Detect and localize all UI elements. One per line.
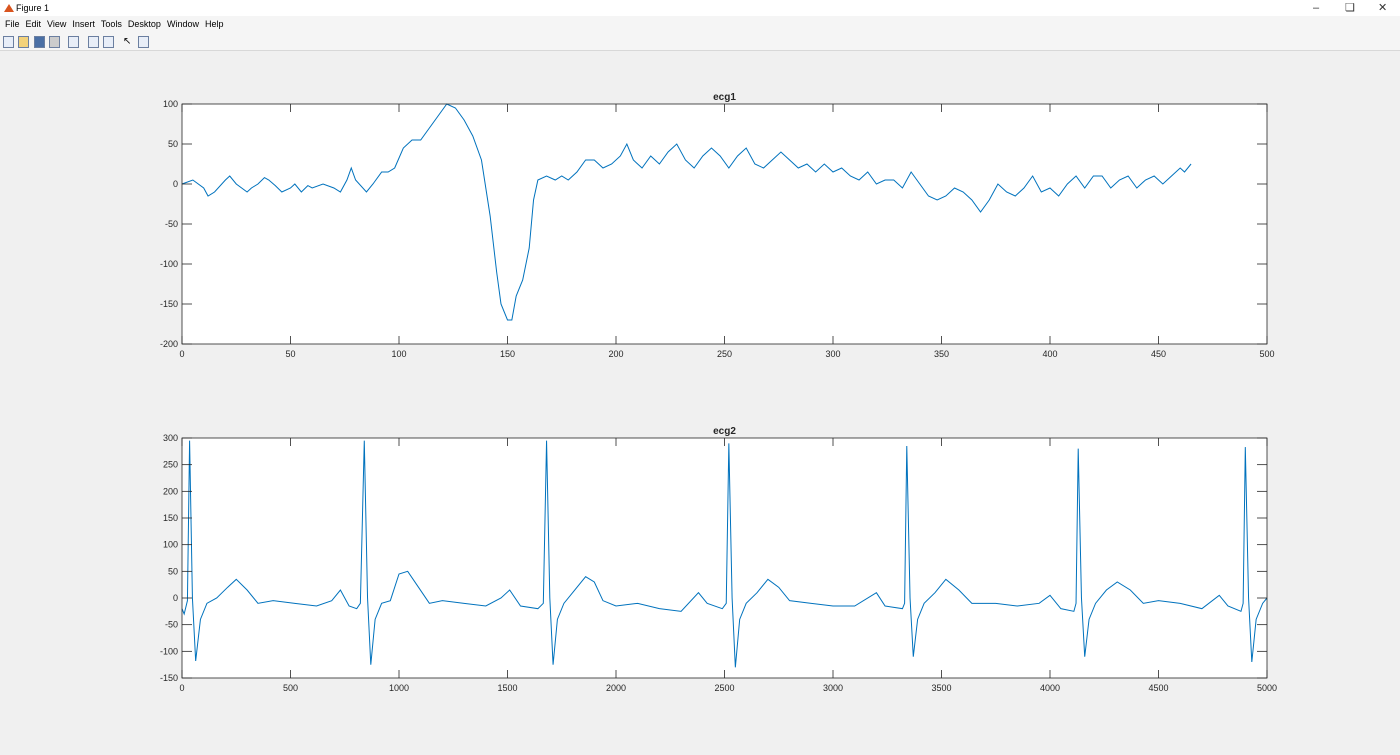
x-tick-label: 0 <box>179 349 184 359</box>
x-tick-label: 0 <box>179 683 184 693</box>
x-tick-label: 2500 <box>714 683 734 693</box>
close-button[interactable]: ✕ <box>1378 2 1388 14</box>
x-tick-label: 4000 <box>1040 683 1060 693</box>
x-tick-label: 2000 <box>606 683 626 693</box>
x-tick-label: 350 <box>934 349 949 359</box>
x-tick-label: 3500 <box>931 683 951 693</box>
y-tick-label: 300 <box>163 433 178 443</box>
restore-button[interactable]: ❏ <box>1345 2 1355 14</box>
app-icon <box>4 4 14 12</box>
x-tick-label: 4500 <box>1148 683 1168 693</box>
x-tick-label: 400 <box>1042 349 1057 359</box>
y-tick-label: 50 <box>168 139 178 149</box>
x-tick-label: 5000 <box>1257 683 1277 693</box>
y-tick-label: 250 <box>163 460 178 470</box>
x-tick-label: 450 <box>1151 349 1166 359</box>
x-tick-label: 100 <box>391 349 406 359</box>
menu-item[interactable]: Edit <box>25 19 42 29</box>
x-tick-label: 200 <box>608 349 623 359</box>
x-tick-label: 1000 <box>389 683 409 693</box>
axes-background <box>182 438 1267 678</box>
x-tick-label: 300 <box>825 349 840 359</box>
y-tick-label: -50 <box>165 620 178 630</box>
plot-area: 0 50 100 150 200 250 300 350 400 450 500-200-150-1… <box>160 92 1277 693</box>
window-title: Figure 1 <box>16 3 50 13</box>
menu-item[interactable]: File <box>5 19 20 29</box>
menu-item[interactable]: Tools <box>100 19 122 29</box>
y-tick-label: -150 <box>160 673 178 683</box>
pointer-icon[interactable]: ↖ <box>123 36 132 47</box>
menu-item[interactable]: Desktop <box>127 19 161 29</box>
chart-title: ecg2 <box>713 426 736 437</box>
x-tick-label: 50 <box>285 349 295 359</box>
toolbar: ↖ <box>0 32 1400 51</box>
y-tick-label: -100 <box>160 646 178 656</box>
ecg-line <box>181 440 1268 668</box>
y-tick-label: 0 <box>173 179 178 189</box>
print-icon[interactable] <box>49 36 60 48</box>
menu-item[interactable]: Insert <box>72 19 95 29</box>
x-tick-label: 500 <box>1259 349 1274 359</box>
chart-title: ecg1 <box>713 92 736 103</box>
axes-background <box>182 104 1267 344</box>
y-tick-label: 100 <box>163 540 178 550</box>
menu-item[interactable]: View <box>47 19 67 29</box>
y-tick-label: -100 <box>160 259 178 269</box>
x-tick-label: 3000 <box>823 683 843 693</box>
y-tick-label: -150 <box>160 299 178 309</box>
y-tick-label: 200 <box>163 486 178 496</box>
property-icon[interactable] <box>138 36 149 48</box>
y-tick-label: 0 <box>173 593 178 603</box>
new-icon[interactable] <box>3 36 14 48</box>
menu-item[interactable]: Help <box>204 19 224 29</box>
title-bar: Figure 1 – ❏ ✕ <box>0 0 1400 16</box>
save-icon[interactable] <box>34 36 45 48</box>
menu-item[interactable]: Window <box>166 19 199 29</box>
open-icon[interactable] <box>18 36 29 48</box>
y-tick-label: -50 <box>165 219 178 229</box>
y-tick-label: 150 <box>163 513 178 523</box>
menu-bar: File Edit View Insert Tools Desktop Window Help <box>0 16 1400 32</box>
ecg-line <box>181 103 1192 321</box>
x-tick-label: 500 <box>283 683 298 693</box>
y-tick-label: -200 <box>160 339 178 349</box>
colorbar-icon[interactable] <box>88 36 99 48</box>
y-tick-label: 100 <box>163 99 178 109</box>
x-tick-label: 250 <box>717 349 732 359</box>
y-tick-label: 50 <box>168 566 178 576</box>
link-icon[interactable] <box>68 36 79 48</box>
x-tick-label: 1500 <box>497 683 517 693</box>
minimize-button[interactable]: – <box>1313 2 1320 14</box>
legend-icon[interactable] <box>103 36 114 48</box>
x-tick-label: 150 <box>500 349 515 359</box>
